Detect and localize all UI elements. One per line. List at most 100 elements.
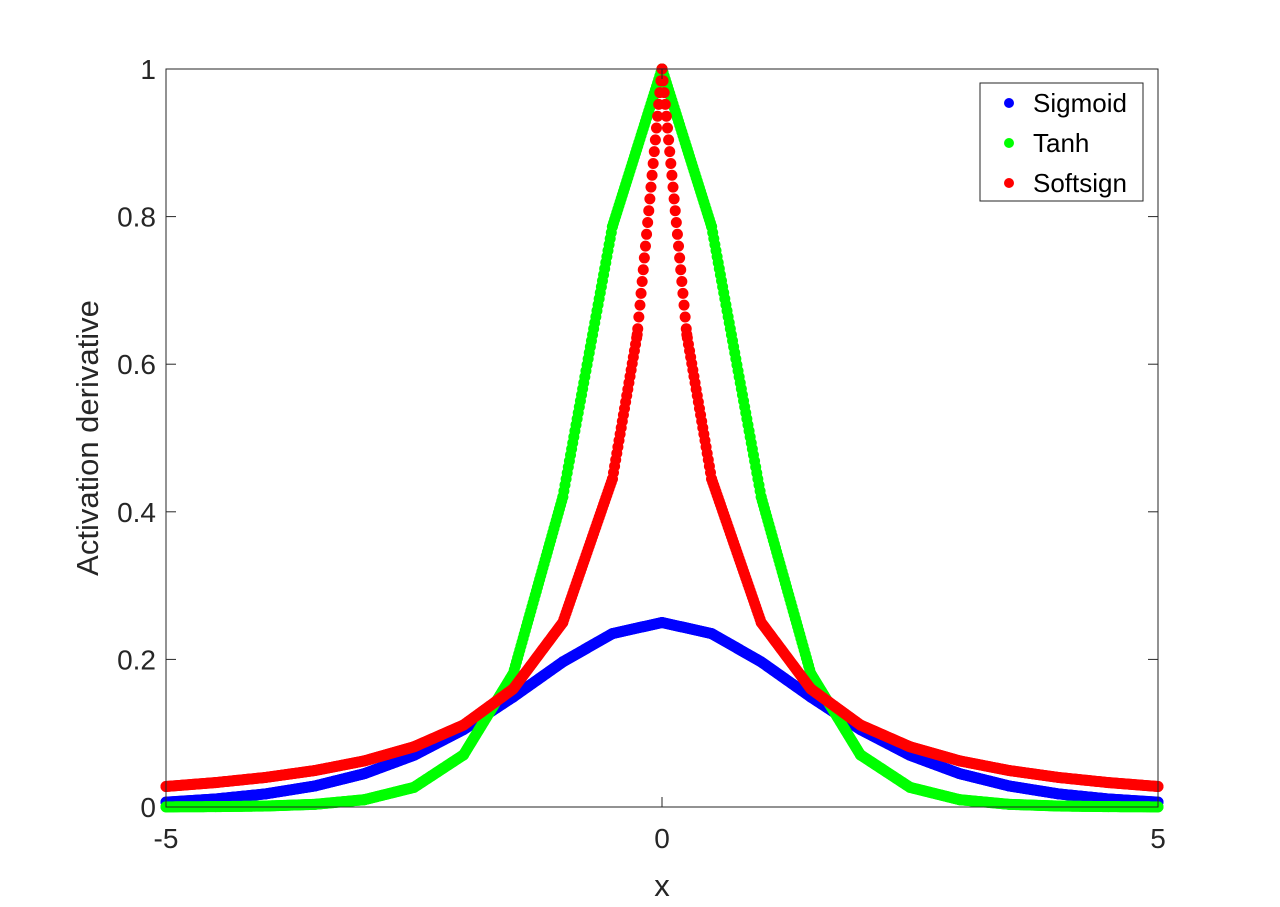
data-point-softsign bbox=[259, 771, 271, 783]
series-softsign-trace-dot bbox=[641, 228, 653, 240]
series-softsign-trace-dot bbox=[637, 264, 649, 276]
series-softsign-trace-dot bbox=[636, 276, 648, 288]
data-point-tanh bbox=[309, 798, 321, 810]
series-softsign-trace-dot bbox=[663, 134, 675, 146]
data-point-tanh bbox=[755, 491, 767, 503]
series-softsign-trace-dot bbox=[638, 252, 650, 264]
series-softsign-trace-dot bbox=[678, 299, 690, 311]
data-point-tanh bbox=[1003, 798, 1015, 810]
legend-marker-tanh bbox=[1004, 138, 1014, 148]
data-point-softsign bbox=[706, 473, 718, 485]
series-softsign-trace-dot bbox=[675, 264, 687, 276]
data-point-tanh bbox=[259, 800, 271, 812]
series-softsign-trace-dot bbox=[639, 240, 651, 252]
data-point-softsign bbox=[1003, 765, 1015, 777]
y-tick-label: 0.8 bbox=[117, 202, 156, 233]
legend: Sigmoid Tanh Softsign bbox=[979, 82, 1144, 202]
y-tick-label: 0 bbox=[140, 792, 156, 823]
y-tick-label: 0.2 bbox=[117, 644, 156, 675]
series-softsign-trace-dot bbox=[674, 252, 686, 264]
x-tick-label: -5 bbox=[154, 823, 179, 854]
data-point-sigmoid bbox=[309, 780, 321, 792]
data-point-tanh bbox=[557, 491, 569, 503]
data-point-sigmoid bbox=[358, 768, 370, 780]
y-tick-label: 0.6 bbox=[117, 349, 156, 380]
series-softsign-trace-dot bbox=[645, 181, 657, 193]
data-point-sigmoid bbox=[656, 617, 668, 628]
data-point-softsign bbox=[805, 683, 817, 695]
data-point-tanh bbox=[358, 794, 370, 806]
legend-marker-softsign bbox=[1004, 178, 1014, 188]
series-softsign-trace-dot bbox=[634, 299, 646, 311]
data-point-softsign bbox=[681, 329, 693, 341]
series-softsign-trace-dot bbox=[677, 287, 689, 299]
series-softsign-trace-dot bbox=[644, 193, 656, 205]
legend-label-sigmoid: Sigmoid bbox=[1033, 88, 1127, 118]
data-point-sigmoid bbox=[557, 656, 569, 668]
data-point-softsign bbox=[458, 719, 470, 731]
series-softsign-trace-dot bbox=[650, 122, 662, 134]
series-softsign-trace-dot bbox=[667, 181, 679, 193]
series-softsign-trace-dot bbox=[642, 217, 654, 228]
data-point-sigmoid bbox=[706, 628, 718, 640]
x-tick-label: 5 bbox=[1150, 823, 1166, 854]
data-point-softsign bbox=[507, 683, 519, 695]
legend-marker-sigmoid bbox=[1004, 98, 1014, 108]
data-point-softsign bbox=[309, 765, 321, 777]
data-point-softsign bbox=[1102, 777, 1114, 789]
series-softsign-trace-dot bbox=[670, 217, 682, 228]
data-point-sigmoid bbox=[954, 768, 966, 780]
series-softsign-trace-dot bbox=[664, 146, 676, 158]
series-softsign-trace-dot bbox=[633, 311, 645, 323]
data-point-sigmoid bbox=[1053, 788, 1065, 800]
data-point-sigmoid bbox=[606, 628, 618, 640]
data-point-softsign bbox=[606, 473, 618, 485]
series-softsign-trace-dot bbox=[658, 87, 670, 99]
series-softsign-trace-dot bbox=[648, 146, 660, 158]
data-point-sigmoid bbox=[1003, 780, 1015, 792]
data-point-sigmoid bbox=[259, 788, 271, 800]
series-softsign-trace-dot bbox=[647, 157, 659, 169]
data-point-softsign bbox=[358, 755, 370, 767]
series-softsign bbox=[160, 63, 1164, 792]
series-softsign-trace-dot bbox=[646, 169, 658, 181]
data-point-softsign bbox=[904, 741, 916, 753]
data-point-softsign bbox=[210, 777, 222, 789]
data-point-tanh bbox=[904, 781, 916, 793]
data-point-tanh bbox=[1053, 800, 1065, 812]
data-point-tanh bbox=[408, 781, 420, 793]
y-tick-label: 1 bbox=[140, 54, 156, 85]
series-softsign-trace-dot bbox=[665, 157, 677, 169]
series-softsign-trace-dot bbox=[657, 75, 669, 87]
series-softsign-trace-dot bbox=[662, 122, 674, 134]
series-softsign-trace-dot bbox=[673, 240, 685, 252]
series-softsign-trace-dot bbox=[668, 193, 680, 205]
data-point-tanh bbox=[606, 221, 618, 233]
x-tick-label: 0 bbox=[654, 823, 670, 854]
data-point-tanh bbox=[854, 749, 866, 761]
data-point-tanh bbox=[954, 794, 966, 806]
series-softsign-trace-dot bbox=[676, 276, 688, 288]
data-point-tanh bbox=[706, 221, 718, 233]
chart-marks bbox=[160, 63, 1164, 813]
x-axis-label: x bbox=[654, 868, 670, 903]
legend-label-tanh: Tanh bbox=[1033, 128, 1089, 158]
series-softsign-trace-dot bbox=[666, 169, 678, 181]
series-softsign-trace-dot bbox=[652, 110, 664, 122]
axis-ticks: -5 0 500.20.40.60.81 bbox=[117, 54, 1166, 854]
series-softsign-trace-dot bbox=[669, 205, 681, 217]
data-point-softsign bbox=[1053, 771, 1065, 783]
data-point-softsign bbox=[854, 719, 866, 731]
data-point-softsign bbox=[755, 617, 767, 628]
data-point-softsign bbox=[954, 755, 966, 767]
data-point-softsign bbox=[408, 741, 420, 753]
series-softsign-trace-dot bbox=[671, 228, 683, 240]
data-point-softsign bbox=[557, 617, 569, 628]
legend-label-softsign: Softsign bbox=[1033, 168, 1127, 198]
series-softsign-trace-dot bbox=[649, 134, 661, 146]
series-softsign-trace-dot bbox=[660, 110, 672, 122]
data-point-sigmoid bbox=[755, 656, 767, 668]
series-softsign-trace-dot bbox=[659, 98, 671, 110]
series-softsign-trace-dot bbox=[679, 311, 691, 323]
